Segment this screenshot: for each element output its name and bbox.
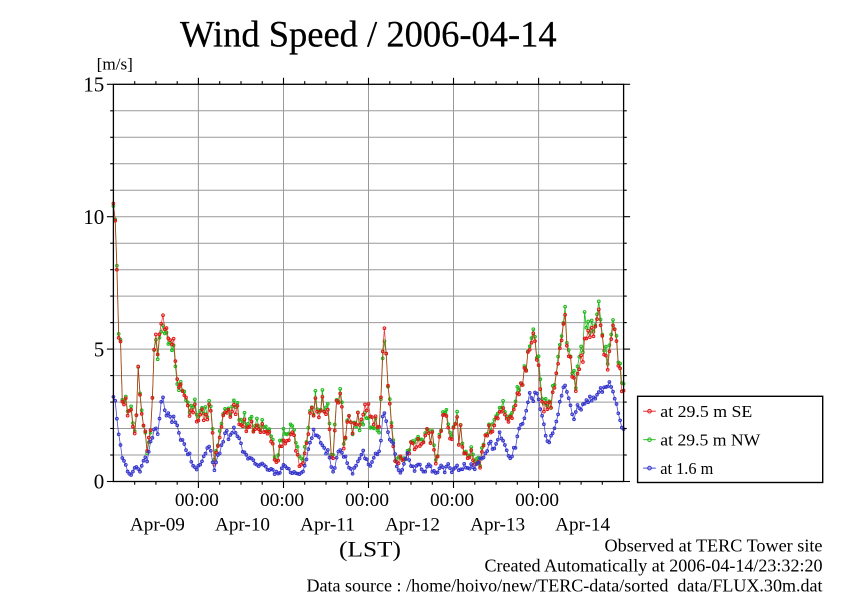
svg-text:0: 0 xyxy=(94,470,105,494)
svg-text:00:00: 00:00 xyxy=(175,490,219,511)
svg-text:00:00: 00:00 xyxy=(345,490,389,511)
svg-text:at 1.6 m: at 1.6 m xyxy=(660,459,713,478)
svg-text:[m/s]: [m/s] xyxy=(97,55,133,74)
svg-text:Apr-11: Apr-11 xyxy=(300,515,355,536)
svg-text:(LST): (LST) xyxy=(339,537,401,562)
svg-text:00:00: 00:00 xyxy=(515,490,559,511)
svg-text:Apr-13: Apr-13 xyxy=(470,515,525,536)
svg-text:at 29.5 m NW: at 29.5 m NW xyxy=(660,431,761,450)
svg-text:at 29.5 m SE: at 29.5 m SE xyxy=(660,402,752,421)
svg-text:15: 15 xyxy=(83,73,104,97)
svg-text:00:00: 00:00 xyxy=(260,490,304,511)
svg-text:Apr-14: Apr-14 xyxy=(555,515,610,536)
svg-text:10: 10 xyxy=(83,205,104,229)
svg-text:00:00: 00:00 xyxy=(430,490,474,511)
svg-text:Apr-10: Apr-10 xyxy=(215,515,270,536)
svg-text:Data source : /home/hoivo/new/: Data source : /home/hoivo/new/TERC-data/… xyxy=(307,576,823,595)
svg-text:Created Automatically at 2006-: Created Automatically at 2006-04-14/23:3… xyxy=(485,556,823,576)
svg-text:5: 5 xyxy=(94,337,105,361)
svg-text:Apr-12: Apr-12 xyxy=(385,515,440,536)
svg-text:Observed at TERC Tower site: Observed at TERC Tower site xyxy=(605,536,823,556)
svg-text:Wind Speed / 2006-04-14: Wind Speed / 2006-04-14 xyxy=(180,13,557,54)
svg-text:Apr-09: Apr-09 xyxy=(130,515,185,536)
